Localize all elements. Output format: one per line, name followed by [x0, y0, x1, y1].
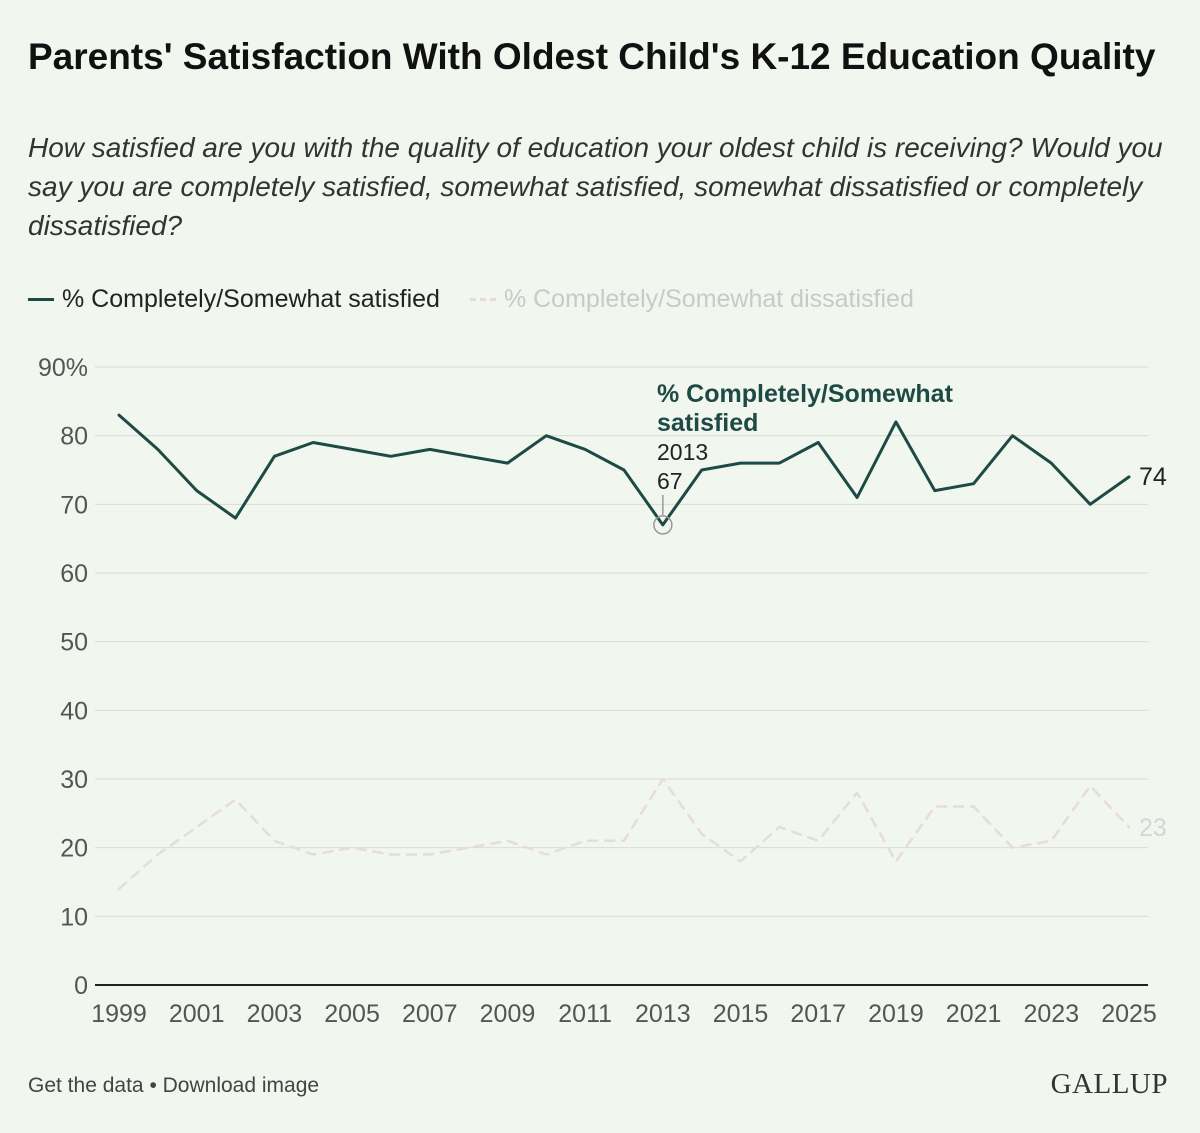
y-tick-label: 60	[60, 560, 88, 588]
series-line-satisfied	[117, 413, 1131, 527]
footer: Get the data • Download image	[28, 1074, 319, 1098]
y-tick-label: 0	[74, 972, 88, 1000]
annotation-series-label-cont: satisfied	[657, 409, 758, 437]
legend-item-dissatisfied[interactable]: % Completely/Somewhat dissatisfied	[469, 284, 914, 314]
x-tick-label: 2019	[868, 1000, 924, 1028]
legend-label-satisfied: % Completely/Somewhat satisfied	[62, 284, 440, 313]
x-axis: 1999 2001 2003 2005 2007 2009 2011 2013 2015 2017…	[91, 1000, 1157, 1028]
legend-label-dissatisfied: % Completely/Somewhat dissatisfied	[503, 284, 914, 313]
x-tick-label: 2025	[1101, 1000, 1157, 1028]
series-lines: 74 23	[117, 413, 1167, 891]
legend-swatch-dissatisfied	[469, 297, 496, 301]
x-tick-label: 2013	[635, 1000, 691, 1028]
annotation-series-label: % Completely/Somewhat	[657, 380, 954, 408]
legend-swatch-satisfied	[28, 297, 54, 301]
y-axis: 90% 80 70 60 50 40 30 20 10 0	[38, 354, 88, 1000]
legend-item-satisfied[interactable]: % Completely/Somewhat satisfied	[28, 285, 440, 314]
footer-separator: •	[149, 1074, 157, 1097]
y-tick-label: 70	[60, 491, 88, 519]
gallup-logo: GALLUP	[1050, 1068, 1168, 1100]
annotation-marker	[653, 515, 673, 535]
x-tick-label: 2007	[402, 1000, 458, 1028]
x-tick-label: 2011	[558, 1000, 612, 1028]
get-data-link[interactable]: Get the data	[28, 1074, 144, 1097]
y-tick-label: 40	[60, 697, 88, 725]
x-tick-label: 2023	[1023, 1000, 1079, 1028]
y-tick-label: 90%	[38, 354, 88, 382]
x-tick-label: 2001	[169, 1000, 225, 1028]
x-tick-label: 1999	[91, 1000, 147, 1028]
x-tick-label: 2005	[324, 1000, 380, 1028]
x-tick-label: 2003	[247, 1000, 303, 1028]
x-tick-label: 2009	[480, 1000, 536, 1028]
end-label-dissatisfied: 23	[1139, 814, 1167, 842]
x-tick-label: 2015	[713, 1000, 769, 1028]
annotation-value: 67	[657, 468, 683, 494]
chart-subtitle: How satisfied are you with the quality o…	[28, 132, 1163, 241]
annotation-year: 2013	[657, 439, 708, 465]
series-line-dissatisfied	[117, 777, 1131, 891]
end-label-satisfied: 74	[1139, 463, 1167, 491]
gridlines	[95, 366, 1148, 986]
y-tick-label: 20	[60, 835, 88, 863]
y-tick-label: 30	[60, 766, 88, 794]
y-tick-label: 50	[60, 629, 88, 657]
chart-title: Parents' Satisfaction With Oldest Child'…	[28, 36, 1156, 77]
x-tick-label: 2021	[946, 1000, 1002, 1028]
legend: % Completely/Somewhat satisfied % Comple…	[28, 283, 944, 315]
y-tick-label: 80	[60, 423, 88, 451]
y-tick-label: 10	[60, 903, 88, 931]
download-image-link[interactable]: Download image	[162, 1074, 320, 1097]
x-tick-label: 2017	[790, 1000, 846, 1028]
